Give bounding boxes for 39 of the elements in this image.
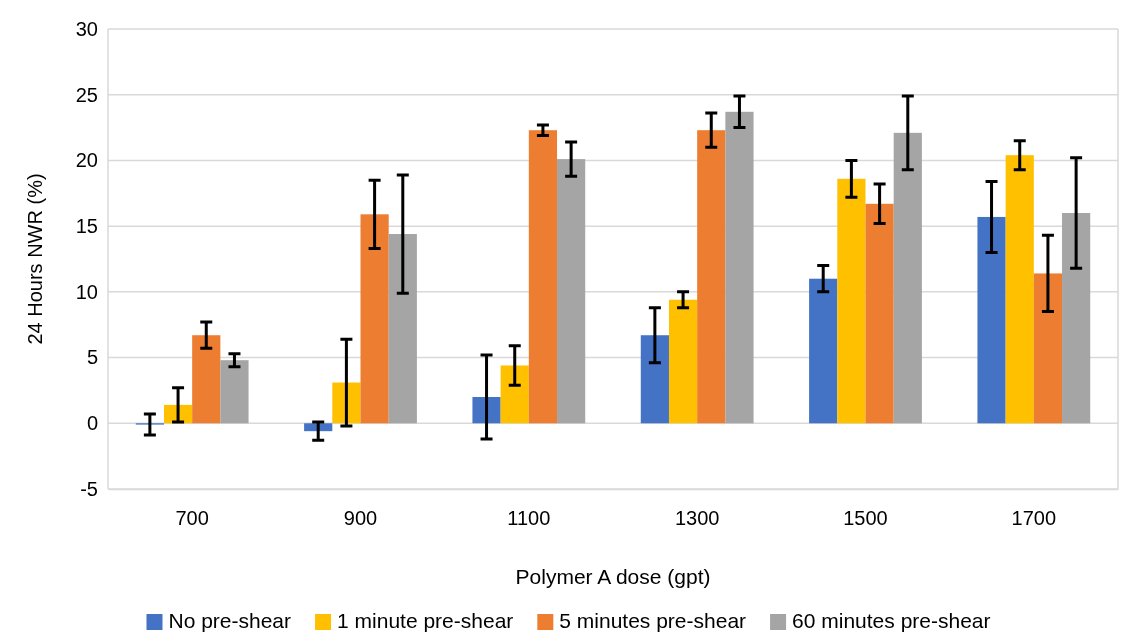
x-tick-label: 700 (175, 507, 209, 530)
legend-label: No pre-shear (168, 609, 292, 632)
bar (220, 360, 249, 424)
y-tick-label: 20 (75, 149, 98, 172)
bar (192, 335, 221, 424)
bar (557, 159, 586, 424)
legend-label: 5 minutes pre-shear (559, 609, 747, 632)
x-tick-label: 900 (343, 507, 378, 530)
bar (528, 130, 558, 424)
y-tick-label: -5 (80, 477, 98, 500)
bar (500, 365, 529, 424)
x-tick-label: 1100 (507, 507, 551, 530)
bar (977, 216, 1006, 424)
x-tick-label: 1500 (843, 507, 888, 530)
y-tick-label: 15 (75, 215, 98, 238)
y-tick-label: 25 (75, 83, 98, 106)
y-axis-title: 24 Hours NWR (%) (24, 173, 46, 345)
bar (1033, 273, 1063, 424)
bar (668, 299, 698, 424)
bar (725, 111, 754, 424)
bar (640, 335, 669, 424)
legend-label: 1 minute pre-shear (337, 609, 514, 632)
x-axis-title: Polymer A dose (gpt) (515, 565, 711, 588)
y-tick-label: 10 (75, 280, 98, 303)
bar (865, 203, 894, 424)
y-tick-label: 0 (86, 412, 98, 435)
bar (1062, 213, 1091, 424)
bar (697, 130, 726, 424)
bar (388, 234, 417, 424)
bar (837, 178, 866, 424)
bar (1005, 155, 1034, 424)
y-tick-label: 5 (86, 346, 98, 369)
bar (893, 132, 922, 424)
y-tick-label: 30 (75, 17, 98, 40)
x-tick-label: 1700 (1011, 507, 1057, 530)
legend-label: 60 minutes pre-shear (792, 609, 991, 632)
x-tick-label: 1300 (674, 507, 720, 530)
bar (809, 278, 838, 424)
bar (360, 214, 389, 424)
